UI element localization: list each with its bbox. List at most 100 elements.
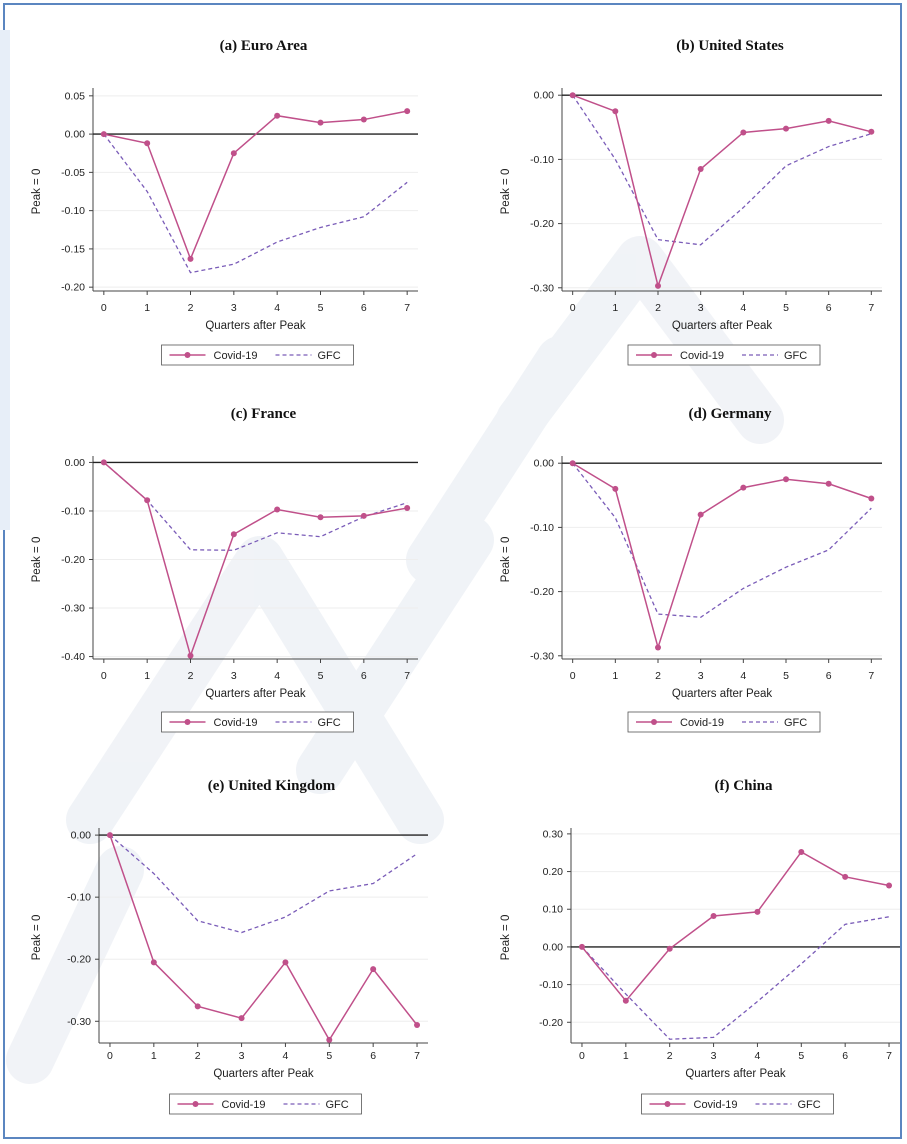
data-point-covid-19 bbox=[783, 476, 789, 483]
x-tick-label: 7 bbox=[414, 1050, 420, 1062]
data-point-covid-19 bbox=[326, 1036, 333, 1043]
x-tick-label: 2 bbox=[655, 302, 661, 314]
legend-marker-covid-19 bbox=[651, 352, 657, 358]
x-tick-label: 3 bbox=[698, 670, 704, 682]
x-tick-label: 5 bbox=[318, 670, 324, 682]
series-line-covid-19 bbox=[103, 110, 408, 261]
series-line-covid-19 bbox=[103, 461, 408, 659]
series-line-covid-19 bbox=[109, 834, 418, 1042]
y-axis-label: Peak = 0 bbox=[31, 915, 43, 961]
x-tick-label: 4 bbox=[283, 1050, 289, 1062]
data-point-covid-19 bbox=[842, 873, 849, 880]
y-axis-label: Peak = 0 bbox=[500, 169, 512, 215]
data-point-covid-19 bbox=[360, 116, 367, 123]
legend-label-gfc: GFC bbox=[318, 350, 341, 362]
x-tick-label: 2 bbox=[188, 302, 194, 314]
x-tick-label: 3 bbox=[239, 1050, 245, 1062]
y-tick-label: -0.20 bbox=[67, 954, 91, 966]
x-tick-label: 5 bbox=[783, 670, 789, 682]
y-axis-label: Peak = 0 bbox=[31, 537, 43, 583]
chart-title: (c) France bbox=[231, 406, 297, 422]
data-point-covid-19 bbox=[655, 644, 661, 651]
legend-box bbox=[161, 711, 354, 733]
data-point-covid-19 bbox=[578, 943, 585, 950]
data-point-covid-19 bbox=[194, 1003, 201, 1010]
series-line-gfc bbox=[572, 94, 872, 246]
y-tick-label: 0.30 bbox=[543, 828, 564, 840]
x-tick-label: 1 bbox=[144, 302, 150, 314]
series-line-covid-19 bbox=[581, 850, 890, 1002]
y-tick-label: 0.10 bbox=[543, 904, 564, 916]
data-point-covid-19 bbox=[798, 848, 805, 855]
x-tick-label: 7 bbox=[886, 1050, 892, 1062]
data-point-covid-19 bbox=[317, 119, 324, 126]
legend-marker-covid-19 bbox=[184, 719, 191, 725]
data-point-covid-19 bbox=[655, 282, 661, 289]
x-tick-label: 1 bbox=[612, 670, 618, 682]
data-point-covid-19 bbox=[282, 959, 289, 966]
x-tick-label: 0 bbox=[101, 670, 107, 682]
y-axis-label: Peak = 0 bbox=[31, 169, 43, 215]
data-point-covid-19 bbox=[754, 908, 761, 915]
chart-panel-0: (a) Euro Area 0.05 0.00 -0.05 -0.10 -0.15 -0.2… bbox=[31, 38, 418, 366]
series-line-covid-19 bbox=[572, 462, 872, 651]
legend-label-covid-19: Covid-19 bbox=[680, 717, 724, 729]
legend-label-covid-19: Covid-19 bbox=[680, 350, 724, 362]
data-point-covid-19 bbox=[106, 832, 113, 839]
x-tick-label: 2 bbox=[195, 1050, 201, 1062]
x-tick-label: 0 bbox=[579, 1050, 585, 1062]
x-tick-label: 7 bbox=[404, 670, 410, 682]
data-point-covid-19 bbox=[238, 1015, 245, 1022]
data-point-covid-19 bbox=[868, 128, 875, 135]
data-point-covid-19 bbox=[370, 966, 377, 973]
data-point-covid-19 bbox=[274, 506, 281, 513]
y-tick-label: 0.00 bbox=[534, 458, 555, 470]
chart-title: (b) United States bbox=[676, 38, 784, 54]
chart-title: (d) Germany bbox=[689, 406, 772, 422]
y-tick-label: 0.05 bbox=[65, 90, 86, 102]
data-point-covid-19 bbox=[569, 92, 576, 99]
legend-box bbox=[627, 344, 821, 366]
data-point-covid-19 bbox=[187, 255, 194, 262]
chart-panel-3: (d) Germany 0.00 -0.10 -0.20 -0.30 0 1 2 3 4 5 6 7 Qu… bbox=[500, 406, 882, 733]
y-tick-label: 0.00 bbox=[543, 941, 564, 953]
x-tick-label: 4 bbox=[755, 1050, 761, 1062]
data-point-covid-19 bbox=[612, 485, 619, 492]
x-axis-label: Quarters after Peak bbox=[205, 688, 306, 700]
y-tick-label: -0.20 bbox=[61, 554, 85, 566]
x-tick-label: 5 bbox=[326, 1050, 332, 1062]
chart-legend: Covid-19 GFC bbox=[161, 344, 354, 366]
y-tick-label: -0.30 bbox=[530, 650, 554, 662]
data-point-covid-19 bbox=[783, 125, 789, 132]
data-point-covid-19 bbox=[100, 459, 107, 466]
y-tick-label: -0.05 bbox=[61, 167, 85, 179]
legend-label-gfc: GFC bbox=[326, 1099, 349, 1111]
legend-marker-covid-19 bbox=[184, 352, 191, 358]
y-tick-label: -0.10 bbox=[530, 522, 554, 534]
x-tick-label: 3 bbox=[231, 302, 237, 314]
y-axis-label: Peak = 0 bbox=[500, 915, 512, 961]
legend-marker-covid-19 bbox=[651, 719, 657, 725]
x-tick-label: 2 bbox=[188, 670, 194, 682]
left-accent-strip bbox=[0, 30, 10, 530]
data-point-covid-19 bbox=[144, 140, 151, 147]
data-point-covid-19 bbox=[697, 511, 704, 518]
x-tick-label: 2 bbox=[667, 1050, 673, 1062]
chart-legend: Covid-19 GFC bbox=[641, 1093, 834, 1115]
x-tick-label: 6 bbox=[361, 302, 367, 314]
series-line-gfc bbox=[103, 461, 408, 551]
x-tick-label: 4 bbox=[740, 670, 746, 682]
data-point-covid-19 bbox=[569, 460, 576, 467]
y-tick-label: -0.20 bbox=[539, 1017, 563, 1029]
y-tick-label: -0.40 bbox=[61, 651, 85, 663]
legend-marker-covid-19 bbox=[664, 1101, 671, 1107]
x-tick-label: 1 bbox=[151, 1050, 157, 1062]
y-tick-label: 0.00 bbox=[65, 129, 86, 141]
data-point-covid-19 bbox=[710, 913, 717, 920]
legend-label-gfc: GFC bbox=[784, 350, 807, 362]
data-point-covid-19 bbox=[150, 959, 157, 966]
x-tick-label: 0 bbox=[107, 1050, 113, 1062]
data-point-covid-19 bbox=[697, 166, 704, 173]
chart-title: (f) China bbox=[715, 778, 773, 794]
